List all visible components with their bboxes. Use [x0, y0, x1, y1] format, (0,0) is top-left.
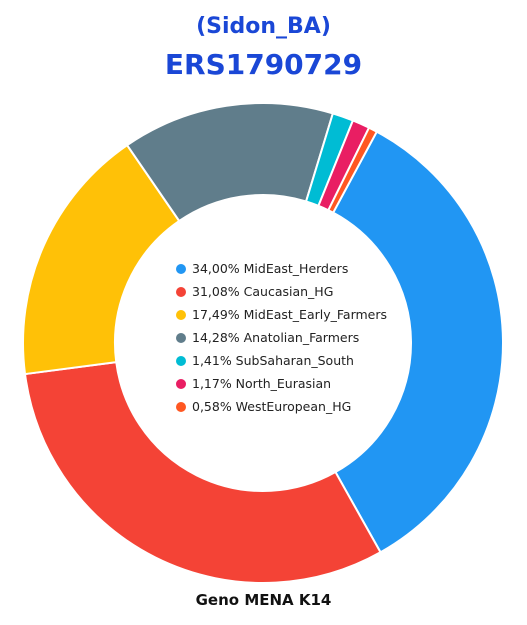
legend-label: 1,41% SubSaharan_South [192, 353, 354, 368]
legend-item: 1,17% North_Eurasian [176, 372, 387, 395]
legend-dot-icon [176, 355, 186, 366]
legend-label: 17,49% MidEast_Early_Farmers [192, 307, 388, 322]
legend-dot-icon [176, 309, 186, 320]
legend-label: 1,17% North_Eurasian [192, 376, 332, 391]
slice-westeuropean-hg[interactable] [327, 126, 379, 215]
chart-legend: 34,00% MidEast_Herders 31,08% Caucasian_H… [176, 257, 387, 418]
legend-label: 0,58% WestEuropean_HG [192, 399, 352, 414]
legend-item: 34,00% MidEast_Herders [176, 257, 387, 280]
legend-dot-icon [176, 332, 186, 343]
chart-subtitle: (Sidon_BA) [196, 14, 331, 39]
legend-dot-icon [176, 378, 186, 389]
slice-caucasian-hg[interactable] [23, 361, 382, 584]
chart-title: ERS1790729 [164, 48, 363, 81]
legend-item: 14,28% Anatolian_Farmers [176, 326, 387, 349]
slice-mideast-herders[interactable] [331, 130, 504, 554]
legend-item: 1,41% SubSaharan_South [176, 349, 387, 372]
legend-label: 31,08% Caucasian_HG [192, 284, 334, 299]
legend-label: 34,00% MidEast_Herders [192, 261, 349, 276]
legend-item: 17,49% MidEast_Early_Farmers [176, 303, 387, 326]
chart-caption: Geno MENA K14 [195, 591, 332, 609]
legend-dot-icon [176, 286, 186, 297]
legend-item: 0,58% WestEuropean_HG [176, 395, 387, 418]
legend-item: 31,08% Caucasian_HG [176, 280, 387, 303]
legend-dot-icon [176, 401, 186, 412]
legend-label: 14,28% Anatolian_Farmers [192, 330, 360, 345]
legend-dot-icon [176, 263, 186, 274]
